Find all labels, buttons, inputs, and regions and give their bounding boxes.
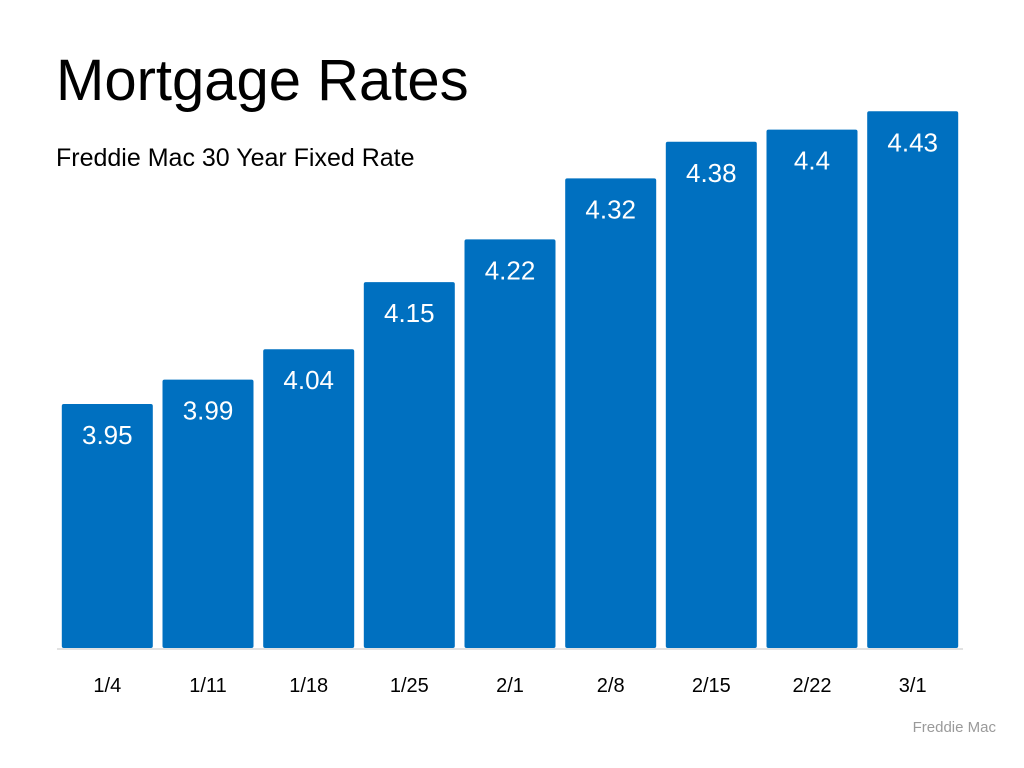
x-tick-label: 2/1 <box>496 675 524 697</box>
bar-1-18 <box>263 349 355 648</box>
value-label: 4.32 <box>585 194 636 224</box>
bar-3-1 <box>867 111 959 649</box>
bar-1-11 <box>162 379 254 648</box>
bar-1-4 <box>61 404 153 648</box>
bar-2-15 <box>665 141 757 649</box>
value-labels-group: 3.95 3.99 4.04 4.15 4.22 4.32 4.38 4.4 4.43 <box>82 127 938 450</box>
x-tick-label: 2/8 <box>597 675 625 697</box>
x-tick-label: 3/1 <box>899 675 927 697</box>
x-tick-label: 1/4 <box>93 675 121 697</box>
source-credit: Freddie Mac <box>912 719 996 736</box>
value-label: 4.22 <box>485 255 536 285</box>
bars-group <box>61 111 959 649</box>
chart-title: Mortgage Rates <box>56 48 469 113</box>
value-label: 4.15 <box>384 298 435 328</box>
x-tick-label: 1/18 <box>289 675 328 697</box>
x-tick-label: 2/15 <box>692 675 731 697</box>
value-label: 4.4 <box>794 146 830 176</box>
x-tick-label: 1/25 <box>390 675 429 697</box>
value-label: 4.38 <box>686 158 737 188</box>
value-label: 3.95 <box>82 420 133 450</box>
bar-2-8 <box>565 178 657 648</box>
value-label: 4.43 <box>887 127 938 157</box>
x-tick-label: 2/22 <box>793 675 832 697</box>
bar-2-1 <box>464 239 556 648</box>
bar-1-25 <box>363 282 455 648</box>
bar-2-22 <box>766 129 858 649</box>
x-tick-labels-group: 1/4 1/11 1/18 1/25 2/1 2/8 2/15 2/22 3/1 <box>93 675 926 697</box>
chart-subtitle: Freddie Mac 30 Year Fixed Rate <box>56 144 415 172</box>
value-label: 4.04 <box>283 365 334 395</box>
value-label: 3.99 <box>183 396 234 426</box>
x-tick-label: 1/11 <box>189 675 226 697</box>
